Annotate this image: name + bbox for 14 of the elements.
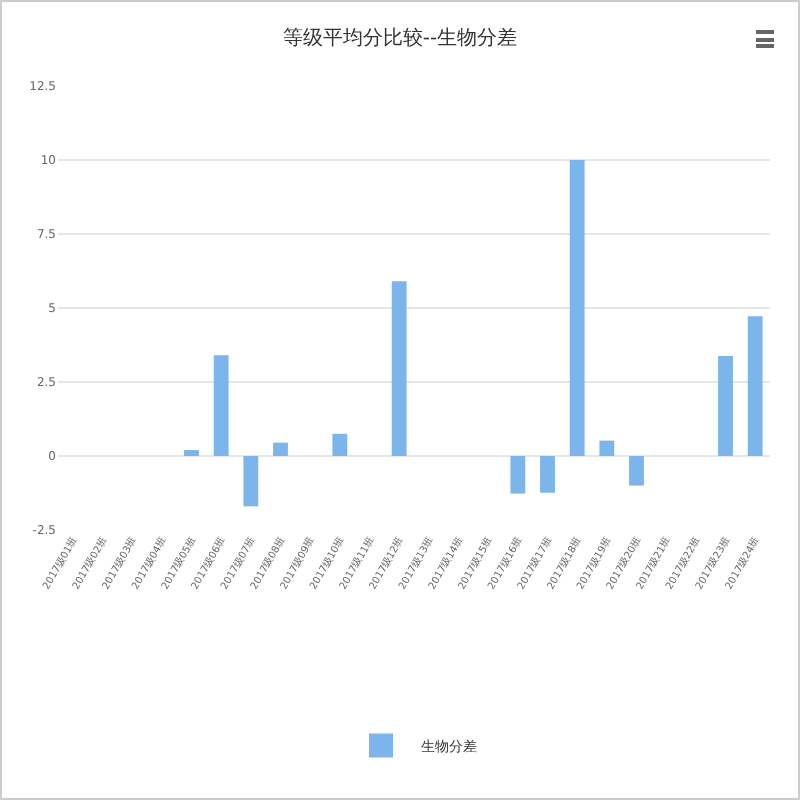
bar	[332, 433, 348, 456]
bar	[243, 456, 259, 507]
bar	[747, 316, 763, 456]
bar	[213, 355, 229, 456]
bar	[718, 355, 733, 456]
bar	[184, 450, 199, 456]
bar	[629, 456, 644, 486]
bar	[391, 281, 407, 456]
bar	[599, 440, 615, 456]
bar	[510, 456, 526, 494]
bar	[273, 442, 288, 456]
bar	[569, 160, 585, 456]
bar	[540, 456, 555, 493]
chart-title: 等级平均分比较--生物分差	[282, 25, 518, 50]
